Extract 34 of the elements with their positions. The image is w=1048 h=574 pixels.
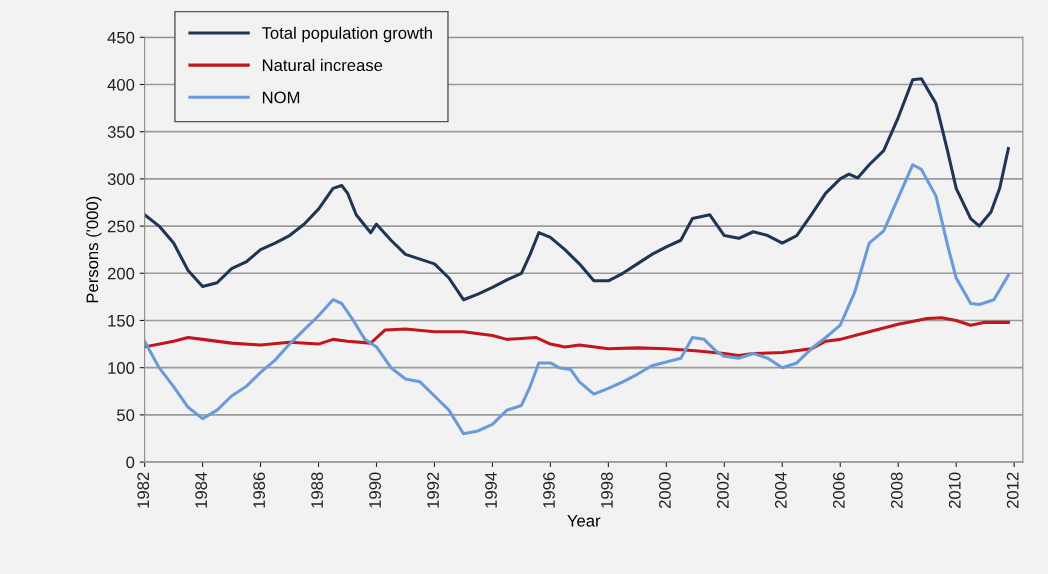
- y-tick-label: 150: [108, 314, 135, 327]
- x-tick-label: 2002: [716, 472, 729, 509]
- x-axis-title: Year: [567, 515, 601, 527]
- x-tick-label: 1982: [137, 472, 150, 508]
- x-tick-label: 1984: [195, 472, 208, 508]
- y-tick-label: 250: [107, 220, 135, 233]
- legend-label: NOM: [262, 91, 300, 104]
- legend-label: Total population growth: [261, 26, 432, 43]
- x-tick-label: 2010: [948, 472, 961, 509]
- x-tick-label: 2006: [832, 472, 845, 509]
- x-tick-label: 1988: [311, 472, 323, 508]
- x-tick-label: 1996: [543, 472, 555, 508]
- y-tick-label: 100: [108, 362, 135, 374]
- line-series: [144, 163, 1010, 436]
- legend-label: Natural increase: [262, 58, 383, 72]
- y-tick-label: 50: [117, 409, 135, 422]
- y-axis-title: Persons ('000): [86, 196, 102, 303]
- x-tick-label: 2012: [1006, 472, 1019, 509]
- x-tick-label: 1986: [253, 472, 266, 508]
- x-tick-label: 1998: [601, 472, 613, 508]
- x-tick-label: 1990: [369, 472, 381, 508]
- x-tick-label: 1992: [427, 472, 439, 508]
- y-tick-label: 450: [107, 31, 135, 44]
- y-tick-label: 300: [107, 173, 135, 186]
- y-tick-label: 0: [126, 456, 135, 469]
- line-series: [144, 77, 1010, 302]
- line-series: [144, 316, 1010, 357]
- x-tick-label: 2008: [890, 472, 903, 509]
- x-tick-label: 2000: [659, 472, 671, 509]
- y-tick-label: 400: [107, 78, 135, 91]
- x-tick-label: 2004: [774, 472, 787, 509]
- x-tick-label: 1994: [485, 472, 497, 508]
- y-tick-label: 350: [107, 126, 135, 138]
- y-tick-label: 200: [107, 267, 135, 280]
